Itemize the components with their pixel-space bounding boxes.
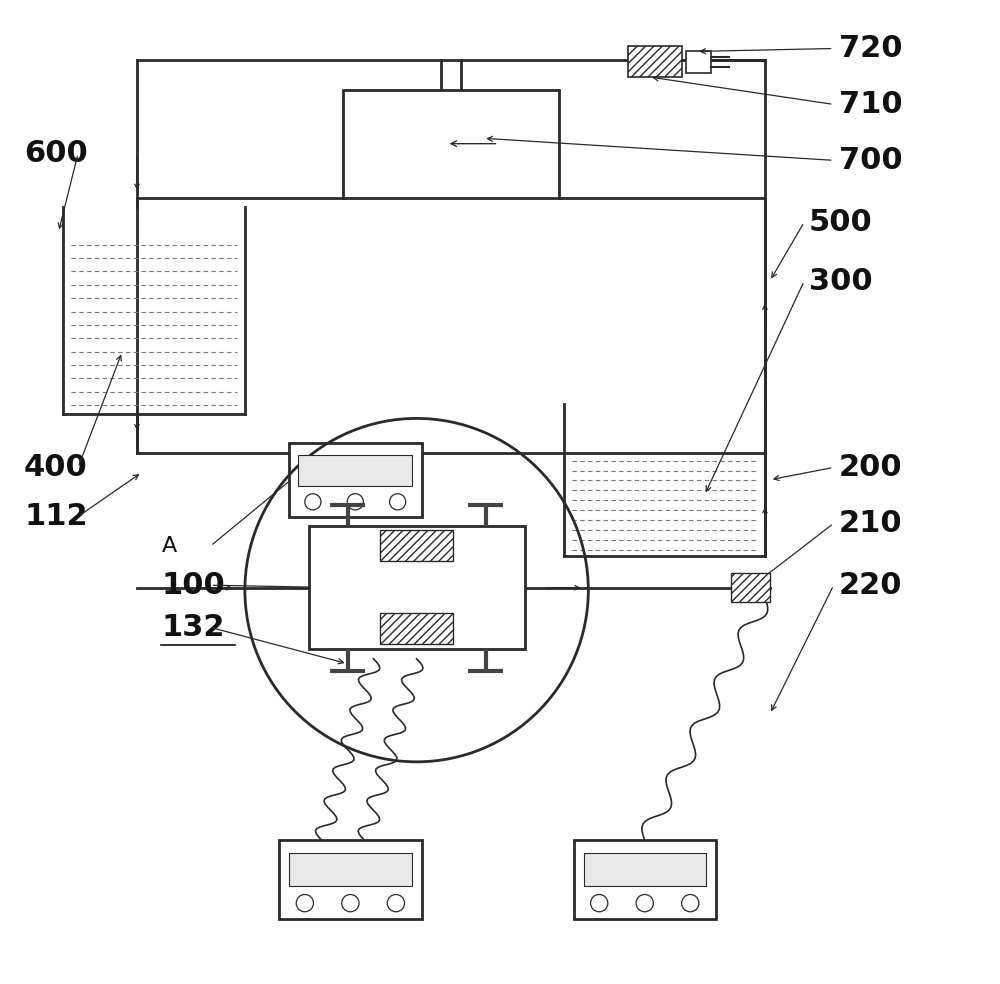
Text: 112: 112 <box>24 502 88 531</box>
Text: A: A <box>161 536 177 556</box>
Bar <box>309 526 525 649</box>
Text: 400: 400 <box>24 453 88 482</box>
Text: 200: 200 <box>839 453 902 482</box>
Text: 700: 700 <box>839 146 902 175</box>
Bar <box>298 455 412 486</box>
Bar <box>380 530 453 561</box>
Text: 720: 720 <box>839 34 902 63</box>
Bar <box>731 573 770 602</box>
Text: 500: 500 <box>809 208 873 237</box>
Text: 300: 300 <box>809 267 873 295</box>
Bar <box>279 840 422 919</box>
Text: 100: 100 <box>161 571 225 599</box>
Bar <box>289 853 412 886</box>
Text: 210: 210 <box>839 509 902 538</box>
Bar <box>289 443 422 517</box>
Bar <box>584 853 706 886</box>
Bar <box>343 90 559 198</box>
Text: 220: 220 <box>839 571 902 599</box>
Bar <box>574 840 716 919</box>
Bar <box>628 45 682 77</box>
Text: 600: 600 <box>24 139 88 168</box>
Text: 710: 710 <box>839 90 902 119</box>
Text: 132: 132 <box>161 613 225 642</box>
Bar <box>380 613 453 645</box>
Bar <box>686 51 711 73</box>
